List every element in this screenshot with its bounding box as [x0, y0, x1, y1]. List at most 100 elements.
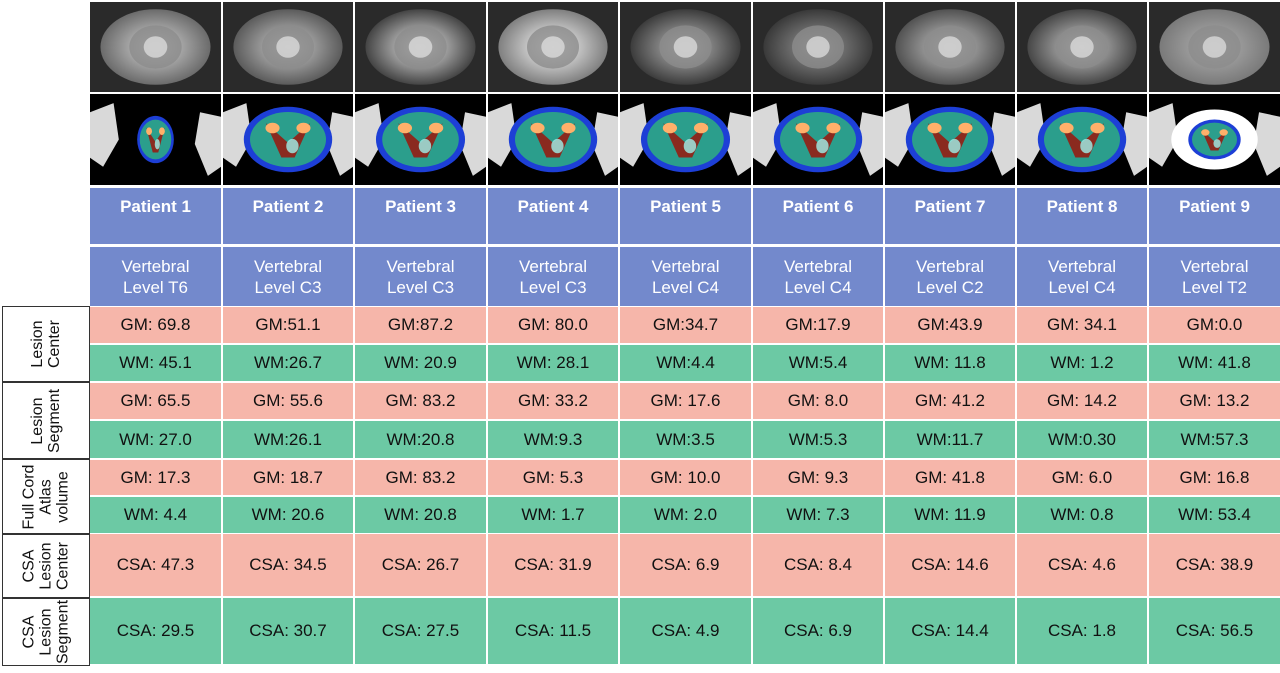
wm-value-cell: CSA: 14.4 — [885, 598, 1015, 664]
wm-value-cell: CSA: 30.7 — [223, 598, 353, 664]
atlas-overlay-icon — [885, 94, 1015, 185]
wm-value-cell: CSA: 56.5 — [1149, 598, 1280, 664]
mri-axial-slice-icon — [223, 2, 353, 92]
vertebral-level-header: Vertebral Level C4 — [753, 247, 883, 306]
wm-value-cell: WM:5.3 — [753, 421, 883, 458]
wm-value-cell: WM:0.30 — [1017, 421, 1147, 458]
gm-value-cell: GM: 33.2 — [488, 383, 618, 419]
gm-value-cell: GM: 14.2 — [1017, 383, 1147, 419]
group-row-label-line: Atlas — [37, 478, 55, 515]
group-row-label-text: Lesion Segment — [29, 388, 63, 452]
gm-value-cell: GM: 83.2 — [355, 460, 486, 495]
gm-value-cell: GM:0.0 — [1149, 307, 1280, 343]
vertebral-level-line: Vertebral — [651, 256, 720, 276]
wm-value-cell: WM:26.1 — [223, 421, 353, 458]
gm-value-cell: GM: 41.2 — [885, 383, 1015, 419]
group-row-label: CSA Lesion Center — [2, 534, 90, 598]
group-row-label-line: Segment — [46, 388, 63, 453]
wm-value-cell: WM:9.3 — [488, 421, 618, 458]
group-row-label-line: Lesion — [37, 608, 55, 656]
mri-axial-slice-icon — [1149, 2, 1280, 92]
vertebral-level-line: Vertebral — [253, 256, 323, 276]
patient-header: Patient 1 — [90, 188, 221, 244]
gm-value-cell: GM: 41.8 — [885, 460, 1015, 495]
patient-header: Patient 5 — [620, 188, 751, 244]
wm-value-cell: WM: 4.4 — [90, 497, 221, 533]
patient-header: Patient 4 — [488, 188, 618, 244]
mri-axial-slice-icon — [488, 2, 618, 92]
gm-value-cell: CSA: 34.5 — [223, 534, 353, 596]
group-row-label-line: Lesion — [37, 542, 55, 590]
wm-value-cell: WM: 7.3 — [753, 497, 883, 533]
group-row-label-line: Lesion — [29, 320, 46, 368]
gm-value-cell: GM: 13.2 — [1149, 383, 1280, 419]
wm-value-cell: WM: 41.8 — [1149, 345, 1280, 381]
wm-value-cell: WM: 1.7 — [488, 497, 618, 533]
group-row-label-line: Full Cord — [20, 464, 38, 529]
mri-axial-slice-icon — [885, 2, 1015, 92]
gm-value-cell: GM:17.9 — [753, 307, 883, 343]
wm-value-cell: WM:11.7 — [885, 421, 1015, 458]
wm-value-cell: CSA: 29.5 — [90, 598, 221, 664]
wm-value-cell: WM: 28.1 — [488, 345, 618, 381]
gm-value-cell: GM: 10.0 — [620, 460, 751, 495]
patient-header: Patient 9 — [1149, 188, 1280, 244]
group-row-label: CSA Lesion Segment — [2, 598, 90, 666]
atlas-overlay-icon — [223, 94, 353, 185]
wm-value-cell: WM: 2.0 — [620, 497, 751, 533]
atlas-overlay-icon — [90, 94, 221, 185]
vertebral-level-header: Vertebral Level C4 — [620, 247, 751, 306]
vertebral-level-line: Vertebral — [783, 256, 853, 276]
mri-axial-slice-icon — [90, 2, 221, 92]
wm-value-cell: WM: 11.8 — [885, 345, 1015, 381]
gm-value-cell: CSA: 31.9 — [488, 534, 618, 596]
mri-axial-slice-icon — [620, 2, 751, 92]
gm-value-cell: CSA: 6.9 — [620, 534, 751, 596]
wm-value-cell: WM:3.5 — [620, 421, 751, 458]
atlas-overlay-icon — [753, 94, 883, 185]
wm-value-cell: WM: 45.1 — [90, 345, 221, 381]
wm-value-cell: CSA: 11.5 — [488, 598, 618, 664]
atlas-overlay-icon — [1149, 94, 1280, 185]
wm-value-cell: WM: 20.6 — [223, 497, 353, 533]
gm-value-cell: CSA: 4.6 — [1017, 534, 1147, 596]
group-row-label-line: Center — [54, 541, 72, 591]
wm-value-cell: CSA: 1.8 — [1017, 598, 1147, 664]
atlas-overlay-icon — [620, 94, 751, 185]
wm-value-cell: WM: 11.9 — [885, 497, 1015, 533]
vertebral-level-line: Vertebral — [121, 256, 190, 276]
gm-value-cell: GM: 17.6 — [620, 383, 751, 419]
wm-value-cell: WM:4.4 — [620, 345, 751, 381]
gm-value-cell: GM: 8.0 — [753, 383, 883, 419]
group-row-label: Lesion Segment — [2, 382, 90, 459]
mri-axial-slice-icon — [1017, 2, 1147, 92]
gm-value-cell: CSA: 38.9 — [1149, 534, 1280, 596]
vertebral-level-line: Level C4 — [1048, 277, 1116, 297]
vertebral-level-line: Vertebral — [1047, 256, 1117, 276]
vertebral-level-header: Vertebral Level C3 — [488, 247, 618, 306]
atlas-overlay-icon — [355, 94, 486, 185]
gm-value-cell: CSA: 47.3 — [90, 534, 221, 596]
vertebral-level-line: Level T6 — [123, 277, 188, 297]
group-row-label-line: CSA — [20, 549, 38, 583]
gm-value-cell: GM: 17.3 — [90, 460, 221, 495]
wm-value-cell: CSA: 27.5 — [355, 598, 486, 664]
atlas-overlay-icon — [488, 94, 618, 185]
gm-value-cell: GM:51.1 — [223, 307, 353, 343]
vertebral-level-header: Vertebral Level C2 — [885, 247, 1015, 306]
gm-value-cell: GM: 34.1 — [1017, 307, 1147, 343]
patient-header: Patient 3 — [355, 188, 486, 244]
gm-value-cell: GM: 80.0 — [488, 307, 618, 343]
mri-axial-slice-icon — [355, 2, 486, 92]
gm-value-cell: GM:34.7 — [620, 307, 751, 343]
vertebral-level-line: Level C3 — [519, 277, 587, 297]
vertebral-level-line: Vertebral — [1180, 256, 1249, 276]
wm-value-cell: WM:26.7 — [223, 345, 353, 381]
vertebral-level-header: Vertebral Level C4 — [1017, 247, 1147, 306]
wm-value-cell: WM: 27.0 — [90, 421, 221, 458]
group-row-label-line: Center — [46, 319, 63, 369]
group-row-label-text: CSA Lesion Center — [21, 542, 72, 590]
patient-header: Patient 6 — [753, 188, 883, 244]
gm-value-cell: CSA: 26.7 — [355, 534, 486, 596]
